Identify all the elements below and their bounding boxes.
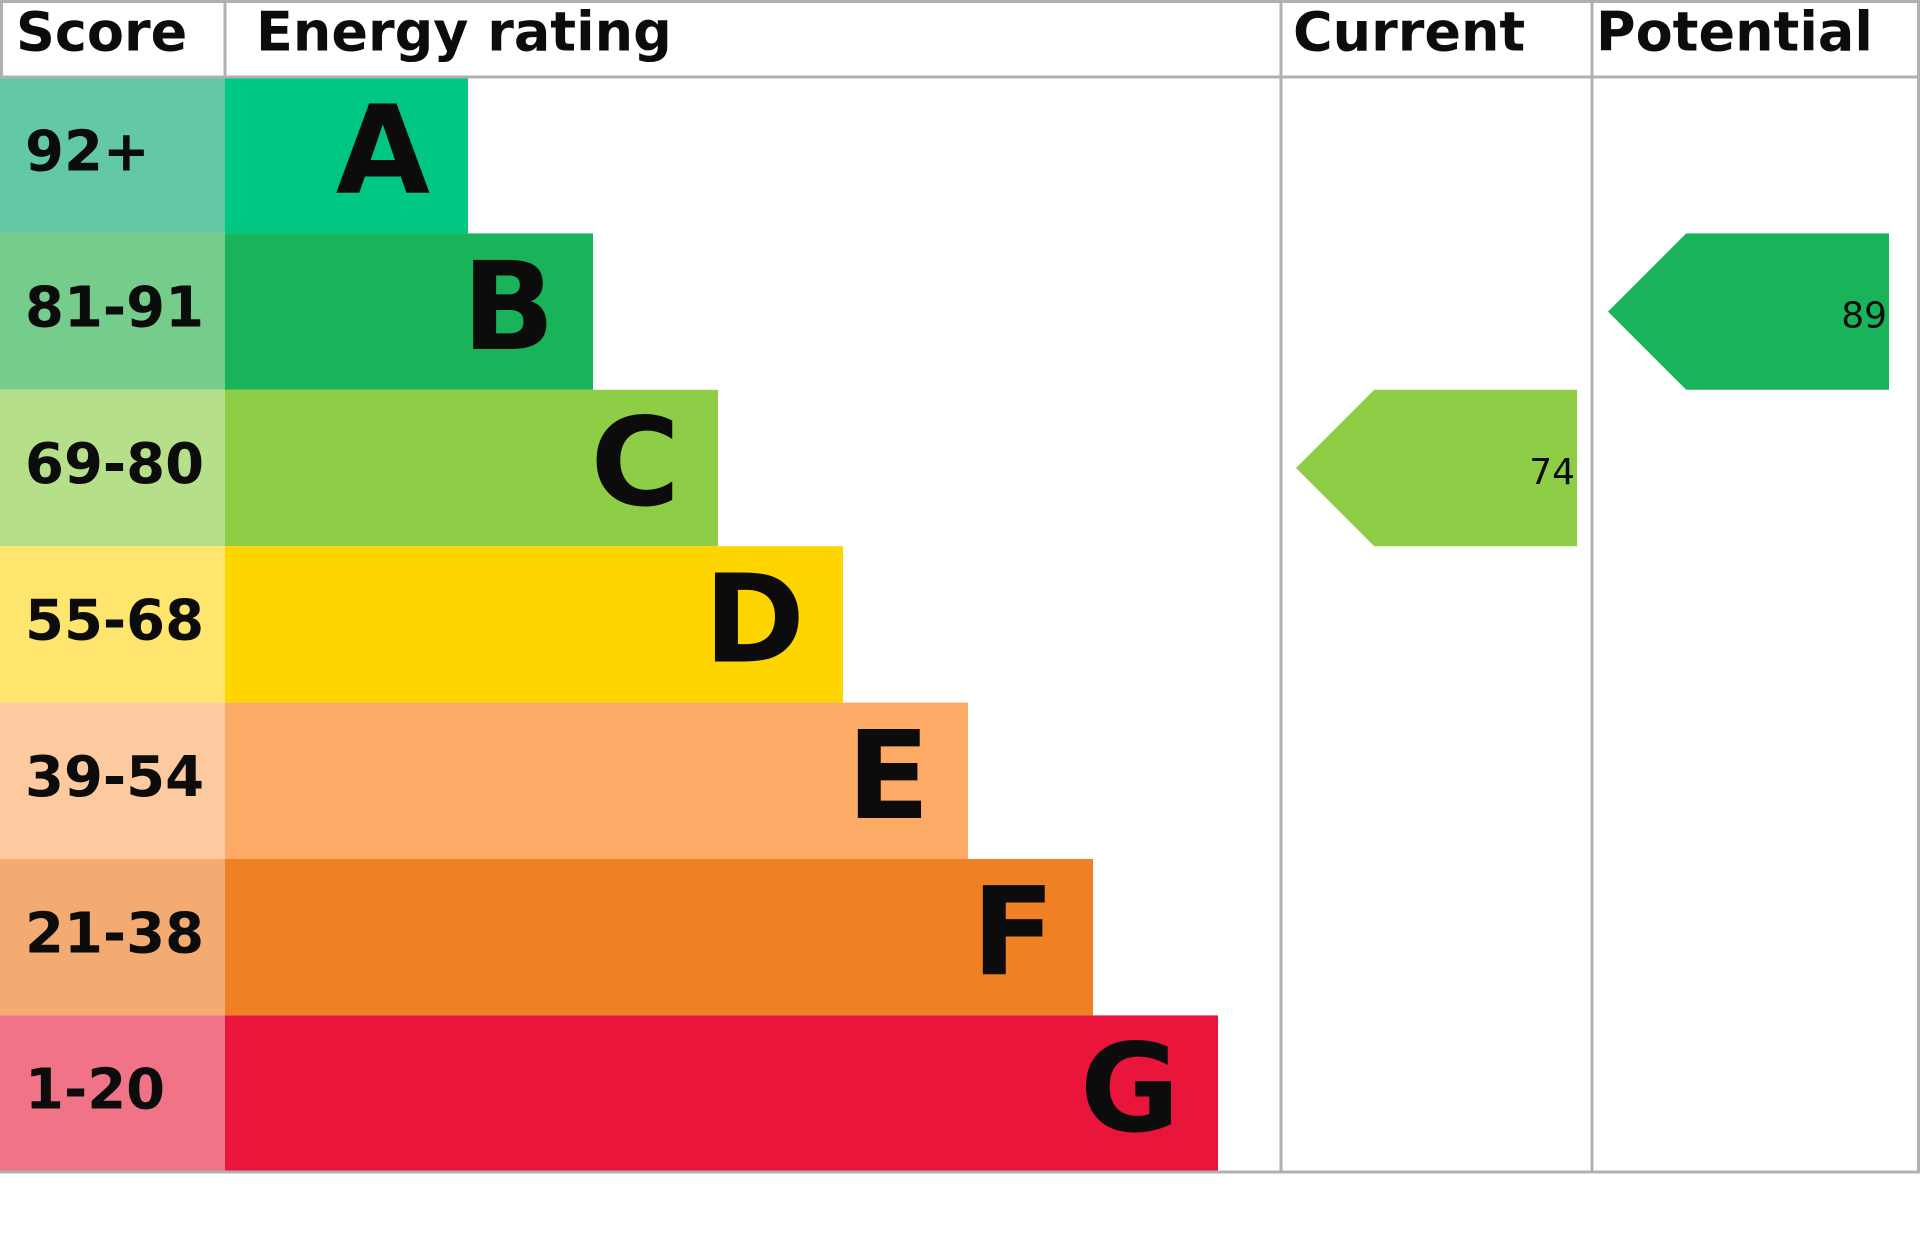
score-cell: [0, 702, 225, 859]
score-label: 69-80: [25, 432, 204, 497]
rating-bar: [225, 859, 1093, 1016]
score-cell: [0, 1015, 225, 1172]
score-cell: [0, 859, 225, 1016]
score-cell: [0, 546, 225, 703]
score-label: 1-20: [25, 1058, 165, 1123]
current-arrow: [1296, 389, 1577, 547]
score-cell: [0, 233, 225, 390]
rating-letter: G: [1080, 1018, 1180, 1160]
score-cell: [0, 77, 225, 234]
score-label: 92+: [25, 119, 150, 184]
header-rating: Energy rating: [256, 1, 672, 64]
potential-arrow: [1608, 233, 1889, 390]
potential-value: 89: [1841, 296, 1887, 337]
score-label: 81-91: [25, 276, 204, 341]
header-score: Score: [16, 1, 187, 64]
rating-bar: [225, 1015, 1218, 1172]
score-label: 55-68: [25, 589, 204, 654]
current-value: 74: [1529, 452, 1575, 493]
rating-bar: [225, 77, 468, 234]
rating-bar: [225, 233, 593, 390]
rating-letter: F: [972, 861, 1055, 1003]
rating-letter: D: [704, 549, 805, 691]
header-current: Current: [1293, 1, 1525, 64]
rating-letter: B: [462, 236, 555, 378]
bands: [0, 77, 1218, 1172]
rating-bar: [225, 546, 843, 703]
rating-letter: E: [847, 705, 930, 847]
score-label: 21-38: [25, 901, 204, 966]
rating-letter: C: [590, 392, 680, 534]
header-potential: Potential: [1596, 1, 1873, 64]
rating-bar: [225, 389, 718, 547]
score-cell: [0, 389, 225, 547]
score-label: 39-54: [25, 745, 204, 810]
rating-bar: [225, 702, 968, 859]
rating-letter: A: [336, 79, 430, 221]
